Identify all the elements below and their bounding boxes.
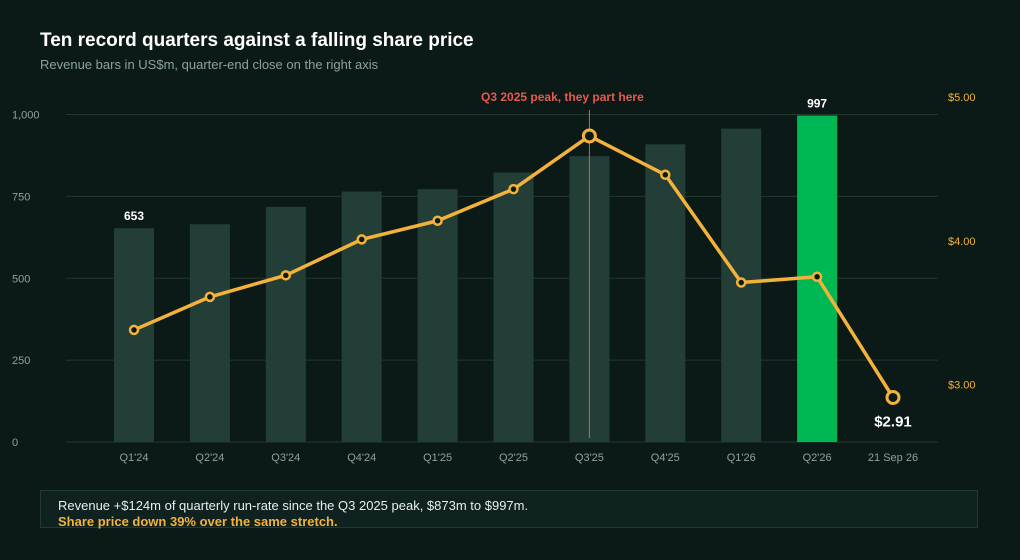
revenue-bar — [417, 189, 458, 442]
x-axis-tick: Q3'25 — [575, 452, 604, 464]
right-axis-tick: $5.00 — [948, 92, 976, 104]
share-price-point — [280, 270, 292, 281]
chart-title: Ten record quarters against a falling sh… — [40, 30, 474, 51]
summary-share-text: Share price down 39% over the same stret… — [58, 514, 338, 529]
share-price-point — [581, 128, 597, 144]
left-axis-tick: 250 — [12, 355, 30, 367]
revenue-bar — [341, 191, 382, 442]
x-axis-tick: Q4'24 — [347, 452, 376, 464]
left-axis-tick: 500 — [12, 273, 30, 285]
left-axis-tick: 0 — [12, 437, 18, 449]
share-price-point — [660, 169, 671, 181]
summary-note: Revenue +$124m of quarterly run-rate sin… — [40, 490, 978, 529]
bar-value-label: 997 — [807, 97, 827, 111]
x-axis-tick: Q1'26 — [727, 452, 756, 464]
x-axis-tick: 21 Sep 26 — [868, 452, 918, 464]
revenue-bar — [493, 172, 534, 442]
share-price-point — [128, 324, 140, 336]
summary-revenue-text: Revenue +$124m of quarterly run-rate sin… — [58, 498, 529, 513]
peak-annotation: Q3 2025 peak, they part here — [481, 90, 644, 438]
revenue-bar — [265, 206, 306, 442]
share-price-point — [508, 183, 519, 195]
x-axis-tick: Q1'24 — [119, 452, 148, 464]
x-axis-tick: Q2'25 — [499, 452, 528, 464]
chart-subtitle: Revenue bars in US$m, quarter-end close … — [40, 57, 379, 72]
share-price-point — [735, 277, 747, 288]
left-axis-tick: 750 — [12, 191, 30, 203]
revenue-bars: 653 997 — [114, 97, 838, 443]
share-price-point — [432, 215, 443, 226]
x-axis-tick: Q3'24 — [271, 452, 300, 464]
x-axis-tick: Q2'24 — [195, 452, 224, 464]
share-price-point — [885, 389, 901, 405]
left-axis-tick: 1,000 — [12, 110, 40, 122]
right-axis-tick: $4.00 — [948, 236, 976, 248]
x-axis-tick: Q1'25 — [423, 452, 452, 464]
share-price-end-label: $2.91 — [874, 413, 912, 430]
share-price-line: $2.91 — [128, 128, 912, 430]
x-axis-tick: Q4'25 — [651, 452, 680, 464]
right-axis-tick: $3.00 — [948, 380, 976, 392]
axis-labels: 0 250 500 750 1,000 $3.00 $4.00 $5.00 Q1'24 Q2'24… — [12, 92, 976, 464]
bar-value-label: 653 — [124, 209, 144, 223]
combo-chart: 653 997 Q3 2025 peak, they part here $2.9… — [12, 90, 976, 464]
share-price-point — [811, 271, 823, 283]
annotation-label: Q3 2025 peak, they part here — [481, 90, 644, 104]
revenue-bar — [189, 224, 230, 442]
x-axis-tick: Q2'26 — [803, 452, 832, 464]
share-price-point — [356, 234, 367, 245]
share-price-point — [204, 291, 216, 303]
revenue-bar — [645, 144, 686, 442]
